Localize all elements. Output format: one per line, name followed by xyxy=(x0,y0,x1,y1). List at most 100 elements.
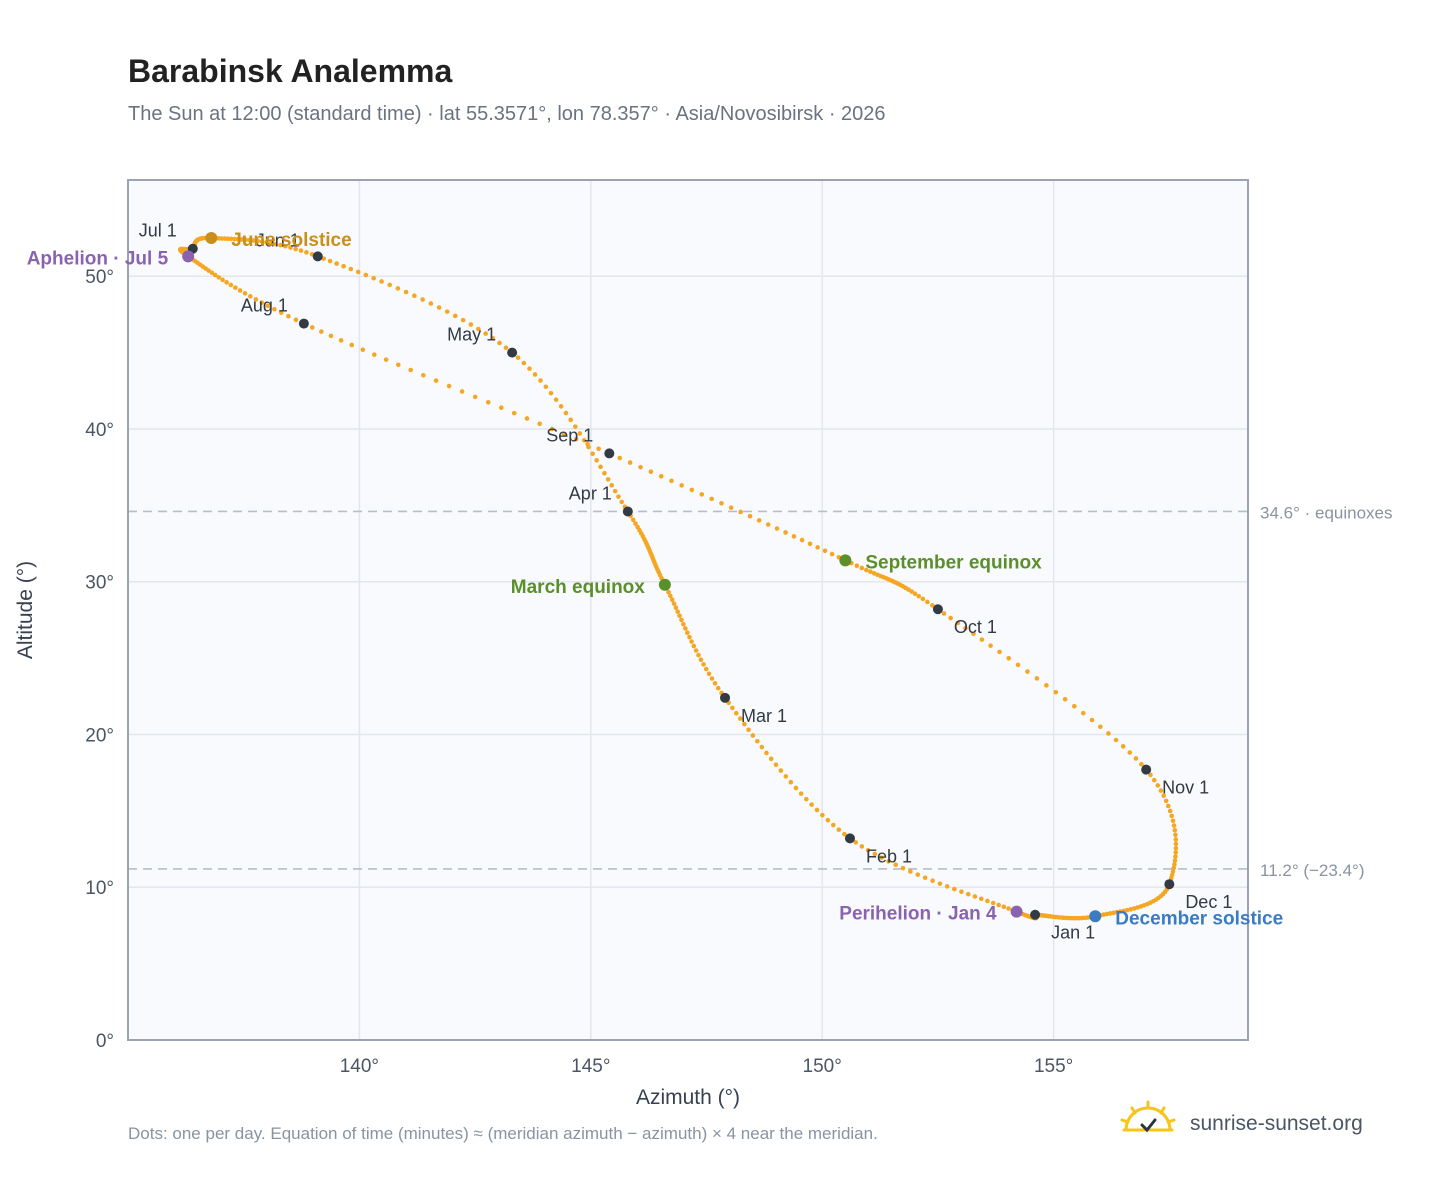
daily-dot xyxy=(699,492,705,497)
x-tick-label: 145° xyxy=(571,1056,610,1077)
reference-line-label: 11.2° (−23.4°) xyxy=(1260,861,1364,880)
daily-dot xyxy=(941,611,947,616)
event-label: June solstice xyxy=(231,230,351,251)
daily-dot xyxy=(1171,823,1177,828)
daily-dot xyxy=(1161,793,1166,799)
daily-dot xyxy=(1006,906,1011,911)
daily-dot xyxy=(1173,854,1178,859)
daily-dot xyxy=(253,297,259,302)
daily-dot xyxy=(666,589,671,595)
event-marker xyxy=(205,232,218,245)
daily-dot xyxy=(915,872,921,877)
daily-dot xyxy=(1106,731,1111,736)
daily-dot xyxy=(853,840,859,845)
daily-dot xyxy=(715,685,721,691)
month-label: Sep 1 xyxy=(546,425,593,445)
event-label: Aphelion · Jul 5 xyxy=(27,248,169,269)
plot-area xyxy=(128,180,1248,1040)
daily-dot xyxy=(798,791,804,796)
daily-dot xyxy=(1120,744,1126,749)
daily-dot xyxy=(327,258,333,264)
daily-dot xyxy=(872,851,878,857)
daily-dot xyxy=(209,270,215,276)
month-marker xyxy=(622,506,633,517)
daily-dot xyxy=(820,812,825,818)
daily-dot xyxy=(979,637,985,642)
daily-dot xyxy=(955,620,961,626)
daily-dot xyxy=(433,378,439,383)
daily-dot xyxy=(990,900,996,906)
daily-dot xyxy=(709,496,714,502)
daily-dot xyxy=(446,383,452,389)
daily-dot xyxy=(239,237,245,242)
brand-logo[interactable]: sunrise-sunset.org xyxy=(1120,1100,1390,1150)
daily-dot xyxy=(836,827,842,832)
daily-dot xyxy=(689,487,695,493)
daily-dot xyxy=(573,424,578,429)
daily-dot xyxy=(691,643,697,649)
daily-dot xyxy=(1172,827,1178,833)
daily-dot xyxy=(247,237,252,243)
daily-dot xyxy=(1172,862,1177,867)
daily-dot xyxy=(668,593,673,599)
daily-dot xyxy=(783,774,789,779)
x-tick-label: 140° xyxy=(340,1056,379,1077)
daily-dot xyxy=(671,601,677,606)
daily-dot xyxy=(1133,756,1139,761)
month-marker xyxy=(312,251,323,262)
daily-dot xyxy=(503,345,509,351)
daily-dot xyxy=(1167,808,1173,814)
daily-dot xyxy=(635,524,640,530)
daily-dot xyxy=(627,460,633,465)
daily-dot xyxy=(908,869,913,874)
daily-dot xyxy=(309,325,315,330)
event-label: Perihelion · Jan 4 xyxy=(839,904,997,925)
daily-dot xyxy=(549,426,555,432)
daily-dot xyxy=(712,681,718,686)
daily-dot xyxy=(1148,772,1153,778)
daily-dot xyxy=(379,279,384,284)
daily-dot xyxy=(633,521,638,526)
event-label: March equinox xyxy=(511,577,646,598)
daily-dot xyxy=(728,505,734,510)
daily-dot xyxy=(293,246,298,252)
daily-dot xyxy=(658,473,664,479)
month-marker xyxy=(1030,909,1041,920)
daily-dot xyxy=(773,762,779,768)
daily-dot xyxy=(746,727,751,733)
daily-dot xyxy=(617,455,623,461)
daily-dot xyxy=(854,563,860,569)
daily-dot xyxy=(485,400,491,405)
daily-dot xyxy=(971,631,976,637)
daily-dot xyxy=(909,589,914,594)
event-marker xyxy=(839,554,852,567)
daily-dot xyxy=(476,326,481,332)
daily-dot xyxy=(675,609,680,614)
daily-dot xyxy=(334,261,339,266)
event-marker xyxy=(1010,905,1023,918)
daily-dot xyxy=(338,338,344,343)
month-marker xyxy=(932,604,943,615)
daily-dot xyxy=(948,615,953,621)
month-marker xyxy=(720,692,731,703)
daily-dot xyxy=(1006,656,1011,661)
daily-dot xyxy=(687,634,692,640)
daily-dot xyxy=(814,807,820,813)
daily-dot xyxy=(616,494,621,499)
daily-dot xyxy=(764,750,769,756)
daily-dot xyxy=(436,305,442,310)
daily-dot xyxy=(490,335,496,341)
daily-dot xyxy=(278,310,284,315)
daily-dot xyxy=(585,441,590,447)
daily-dot xyxy=(395,286,401,291)
daily-dot xyxy=(602,470,607,476)
daily-dot xyxy=(952,886,957,892)
daily-dot xyxy=(791,534,797,539)
daily-dot xyxy=(548,390,554,396)
daily-dot xyxy=(868,569,873,575)
daily-dot xyxy=(420,297,425,302)
x-tick-label: 155° xyxy=(1034,1056,1073,1077)
daily-dot xyxy=(483,331,488,336)
daily-dot xyxy=(1053,689,1059,695)
daily-dot xyxy=(648,469,654,475)
